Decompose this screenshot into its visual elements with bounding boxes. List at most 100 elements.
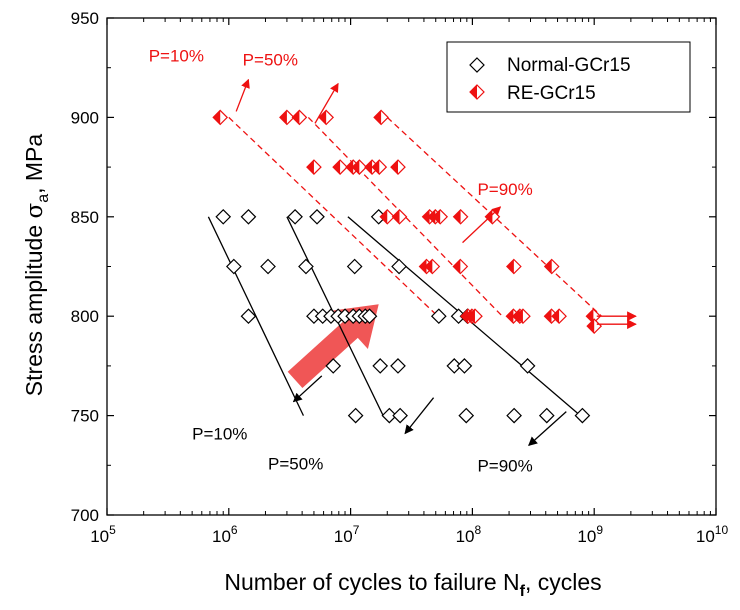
- fit-line-p50-re: [307, 116, 503, 317]
- annotation-arrow: [235, 78, 250, 112]
- diamond-fill-half: [515, 309, 523, 324]
- data-point-normal-gcr15: [456, 358, 473, 374]
- diamond-fill-half: [544, 259, 552, 274]
- diamond-outline: [260, 258, 276, 275]
- annotation-label: P=50%: [243, 51, 298, 70]
- diamond-fill-half: [506, 259, 514, 274]
- legend-marker-normal-gcr15: [469, 57, 485, 73]
- data-point-normal-gcr15: [381, 407, 398, 424]
- data-point-re-gcr15: [586, 318, 603, 334]
- diamond-fill-half: [213, 110, 221, 125]
- data-point-re-gcr15: [379, 208, 396, 225]
- diamond-outline: [240, 208, 257, 225]
- diamond-outline: [225, 258, 242, 275]
- data-point-re-gcr15: [424, 258, 441, 275]
- annotation-arrow: [292, 375, 323, 403]
- data-point-re-gcr15: [371, 159, 388, 175]
- annotation-label: P=90%: [477, 180, 532, 199]
- data-point-normal-gcr15: [346, 258, 363, 275]
- data-point-normal-gcr15: [538, 407, 555, 424]
- x-axis-title-suffix: , cycles: [525, 569, 602, 595]
- diamond-outline: [240, 308, 257, 325]
- annotation-arrow: [404, 397, 435, 435]
- data-point-normal-gcr15: [240, 308, 257, 325]
- diamond-fill-half: [470, 85, 477, 99]
- diamond-outline: [298, 258, 314, 275]
- data-point-re-gcr15: [585, 308, 602, 325]
- diamond-outline: [372, 358, 389, 374]
- diamond-fill-half: [292, 110, 300, 125]
- y-axis-title: Stress amplitude σa, MPa: [21, 134, 52, 397]
- legend-diamond: [469, 84, 485, 100]
- data-point-normal-gcr15: [347, 407, 364, 424]
- data-point-re-gcr15: [351, 159, 368, 175]
- diamond-fill-half: [333, 160, 341, 175]
- diamond-outline: [346, 258, 363, 275]
- data-point-re-gcr15: [373, 109, 389, 126]
- diamond-fill-half: [552, 309, 560, 324]
- data-point-re-gcr15: [467, 308, 483, 325]
- x-tick-label: 1010: [696, 523, 729, 546]
- legend: Normal-GCr15 RE-GCr15: [446, 41, 691, 113]
- legend-label-normal-gcr15: Normal-GCr15: [507, 55, 631, 76]
- annotation-label: P=10%: [192, 424, 247, 443]
- diamond-outline: [361, 308, 378, 325]
- x-tick-label: 106: [212, 523, 238, 546]
- x-tick-label: 108: [456, 523, 482, 546]
- diamond-outline: [506, 407, 522, 424]
- annotation-arrow: [528, 411, 567, 447]
- annotation-arrow: [462, 206, 502, 244]
- y-tick-label: 850: [71, 208, 99, 227]
- diamond-fill-half: [453, 209, 461, 224]
- x-tick-label: 107: [334, 523, 360, 546]
- data-point-normal-gcr15: [430, 308, 447, 325]
- diamond-fill-half: [346, 160, 354, 175]
- diamond-outline: [469, 57, 485, 73]
- data-point-normal-gcr15: [361, 308, 378, 325]
- legend-marker-re-gcr15: [469, 84, 485, 100]
- diamond-fill-half: [365, 160, 373, 175]
- data-point-re-gcr15: [543, 258, 560, 275]
- diamond-fill-half: [372, 160, 380, 175]
- diamond-fill-half: [425, 259, 433, 274]
- diamond-outline: [325, 358, 342, 374]
- diamond-outline: [538, 407, 555, 424]
- y-axis-title-suffix: , MPa: [21, 134, 47, 194]
- diamond-fill-half: [586, 309, 594, 324]
- diamond-fill-half: [544, 309, 552, 324]
- data-point-normal-gcr15: [390, 358, 406, 374]
- data-point-re-gcr15: [279, 109, 295, 126]
- x-tick-label: 109: [577, 523, 603, 546]
- diamond-fill-half: [306, 160, 314, 175]
- data-point-re-gcr15: [452, 208, 469, 225]
- fit-line-p10-re: [228, 116, 439, 317]
- diamond-outline: [430, 308, 447, 325]
- data-point-re-gcr15: [506, 258, 522, 275]
- diamond-fill-half: [392, 209, 400, 224]
- diamond-outline: [574, 407, 591, 424]
- data-point-re-gcr15: [332, 159, 348, 175]
- annotation-label: P=50%: [268, 454, 323, 473]
- diamond-outline: [391, 258, 407, 275]
- data-point-re-gcr15: [318, 109, 335, 126]
- diamond-fill-half: [319, 110, 327, 125]
- diamond-outline: [456, 358, 473, 374]
- diamond-outline: [519, 358, 536, 374]
- annotation-label: P=10%: [149, 47, 204, 66]
- y-axis-title-main: Stress amplitude: [21, 218, 47, 396]
- data-point-re-gcr15: [551, 308, 567, 325]
- data-point-normal-gcr15: [519, 358, 536, 374]
- diamond-fill-half: [391, 160, 399, 175]
- fit-line-p90-re: [386, 116, 603, 317]
- data-point-normal-gcr15: [215, 208, 232, 225]
- data-point-normal-gcr15: [325, 358, 342, 374]
- diamond-fill-half: [419, 259, 427, 274]
- diamond-outline: [458, 407, 475, 424]
- data-point-re-gcr15: [306, 159, 322, 175]
- diamond-fill-half: [374, 110, 382, 125]
- diamond-fill-half: [467, 309, 475, 324]
- diamond-fill-half: [422, 209, 430, 224]
- diamond-fill-half: [428, 209, 436, 224]
- data-point-re-gcr15: [390, 159, 406, 175]
